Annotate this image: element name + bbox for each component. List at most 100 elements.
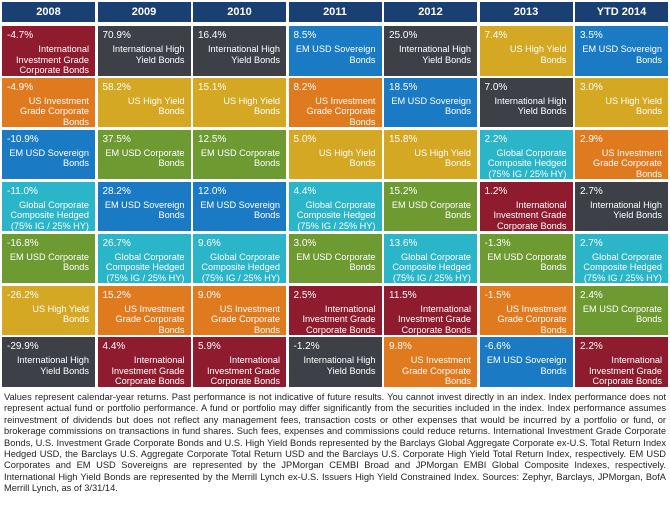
- year-header: 2013: [479, 2, 573, 22]
- year-header: 2008: [2, 2, 95, 22]
- return-cell: -4.9% US Investment Grade Corporate Bonds: [2, 77, 95, 128]
- asset-class-label: US Investment Grade Corporate Bonds: [402, 355, 471, 387]
- return-value: 26.7%: [102, 237, 131, 249]
- return-cell: 4.4% Global Corporate Composite Hedged (7…: [288, 181, 382, 232]
- return-cell: -29.9% International High Yield Bonds: [2, 337, 95, 387]
- return-cell: -6.6% EM USD Sovereign Bonds: [479, 337, 573, 387]
- return-value: -1.2%: [293, 341, 320, 353]
- return-cell: 9.6% Global Corporate Composite Hedged (7…: [193, 233, 286, 284]
- return-value: 16.4%: [198, 30, 227, 41]
- asset-class-label: EM USD Corporate Bonds: [487, 251, 567, 273]
- asset-class-label: US Investment Grade Corporate Bonds: [306, 95, 376, 127]
- return-value: 28.2%: [102, 185, 131, 197]
- return-value: 70.9%: [102, 30, 131, 41]
- return-cell: 2.7% International High Yield Bonds: [575, 181, 668, 232]
- asset-class-label: International High Yield Bonds: [494, 95, 567, 117]
- return-value: 3.5%: [580, 30, 603, 41]
- return-value: -4.9%: [7, 81, 34, 93]
- asset-class-label: International Investment Grade Corporate…: [302, 303, 376, 335]
- return-cell: 70.9% International High Yield Bonds: [97, 26, 191, 76]
- asset-class-label: US Investment Grade Corporate Bonds: [211, 303, 280, 335]
- asset-class-label: EM USD Corporate Bonds: [296, 251, 376, 273]
- return-value: 5.9%: [198, 341, 221, 353]
- asset-class-label: US Investment Grade Corporate Bonds: [593, 147, 662, 179]
- return-value: 2.4%: [580, 289, 603, 301]
- asset-class-label: Global Corporate Composite Hedged (75% I…: [105, 251, 185, 283]
- return-cell: 15.2% US Investment Grade Corporate Bonds: [97, 285, 191, 335]
- return-cell: 12.0% EM USD Sovereign Bonds: [193, 181, 286, 232]
- return-value: 8.5%: [293, 30, 317, 41]
- return-cell: 2.9% US Investment Grade Corporate Bonds: [575, 129, 668, 180]
- return-cell: 1.2% International Investment Grade Corpo…: [479, 181, 573, 232]
- return-value: 15.2%: [102, 289, 131, 301]
- asset-class-label: Global Corporate Composite Hedged (75% I…: [296, 199, 376, 231]
- return-cell: 13.6% Global Corporate Composite Hedged (…: [384, 233, 477, 284]
- return-value: 12.0%: [198, 185, 227, 197]
- return-value: 2.7%: [580, 237, 603, 249]
- return-cell: -16.8% EM USD Corporate Bonds: [2, 233, 95, 284]
- asset-class-label: International High Yield Bonds: [589, 199, 662, 221]
- asset-class-label: International High Yield Bonds: [207, 44, 280, 65]
- asset-class-label: US High Yield Bonds: [509, 44, 567, 65]
- asset-class-label: International Investment Grade Corporate…: [15, 44, 89, 75]
- return-cell: 11.5% International Investment Grade Corp…: [384, 285, 477, 335]
- return-value: 4.4%: [102, 341, 126, 353]
- return-cell: 26.7% Global Corporate Composite Hedged (…: [97, 233, 191, 284]
- return-value: 4.4%: [293, 185, 317, 197]
- asset-class-label: International Investment Grade Corporate…: [397, 303, 471, 335]
- return-value: -10.9%: [7, 133, 39, 145]
- return-value: -4.7%: [7, 30, 34, 41]
- return-value: -1.5%: [484, 289, 511, 301]
- return-cell: 7.4% US High Yield Bonds: [479, 26, 573, 76]
- return-cell: 7.0% International High Yield Bonds: [479, 77, 573, 128]
- asset-class-label: International Investment Grade Corporate…: [588, 355, 662, 387]
- return-cell: 8.5% EM USD Sovereign Bonds: [288, 26, 382, 76]
- asset-class-label: EM USD Sovereign Bonds: [391, 95, 471, 117]
- asset-class-label: EM USD Sovereign Bonds: [486, 355, 567, 376]
- return-cell: -4.7% International Investment Grade Corp…: [2, 26, 95, 76]
- return-value: 3.0%: [580, 81, 603, 93]
- return-cell: 2.7% Global Corporate Composite Hedged (7…: [575, 233, 668, 284]
- return-value: -6.6%: [484, 341, 511, 353]
- return-cell: 28.2% EM USD Sovereign Bonds: [97, 181, 191, 232]
- asset-class-label: International Investment Grade Corporate…: [493, 199, 567, 231]
- asset-class-label: EM USD Corporate Bonds: [9, 251, 89, 273]
- asset-class-label: EM USD Sovereign Bonds: [104, 199, 185, 221]
- return-value: 9.6%: [198, 237, 221, 249]
- asset-class-label: EM USD Corporate Bonds: [105, 147, 185, 169]
- return-cell: 2.2% International Investment Grade Corpo…: [575, 337, 668, 387]
- return-value: 1.2%: [484, 185, 508, 197]
- return-cell: -1.2% International High Yield Bonds: [288, 337, 382, 387]
- return-cell: 9.0% US Investment Grade Corporate Bonds: [193, 285, 286, 335]
- return-cell: 8.2% US Investment Grade Corporate Bonds: [288, 77, 382, 128]
- return-cell: 25.0% International High Yield Bonds: [384, 26, 477, 76]
- return-value: 2.5%: [293, 289, 317, 301]
- asset-class-label: US High Yield Bonds: [318, 147, 376, 169]
- return-cell: 3.0% US High Yield Bonds: [575, 77, 668, 128]
- return-value: 9.0%: [198, 289, 221, 301]
- return-value: 9.8%: [389, 341, 412, 353]
- asset-class-label: International High Yield Bonds: [303, 355, 376, 376]
- return-value: 2.2%: [484, 133, 508, 145]
- return-value: 7.4%: [484, 30, 508, 41]
- return-value: 5.0%: [293, 133, 317, 145]
- return-cell: -26.2% US High Yield Bonds: [2, 285, 95, 335]
- return-cell: 3.0% EM USD Corporate Bonds: [288, 233, 382, 284]
- return-cell: 16.4% International High Yield Bonds: [193, 26, 286, 76]
- return-cell: 2.5% International Investment Grade Corpo…: [288, 285, 382, 335]
- return-value: 2.7%: [580, 185, 603, 197]
- return-value: 15.8%: [389, 133, 418, 145]
- asset-class-label: US Investment Grade Corporate Bonds: [115, 303, 185, 335]
- year-header-row: 2008 2009 2010 2011 2012 2013 YTD 2014: [2, 2, 668, 22]
- asset-class-label: US High Yield Bonds: [605, 95, 662, 117]
- return-cell: 2.2% Global Corporate Composite Hedged (7…: [479, 129, 573, 180]
- return-cell: -1.5% US Investment Grade Corporate Bonds: [479, 285, 573, 335]
- return-cell: 4.4% International Investment Grade Corpo…: [97, 337, 191, 387]
- return-value: 13.6%: [389, 237, 418, 249]
- return-cell: 12.5% EM USD Corporate Bonds: [193, 129, 286, 180]
- asset-class-label: EM USD Corporate Bonds: [582, 303, 662, 325]
- asset-class-label: US High Yield Bonds: [127, 95, 185, 117]
- return-cell: -1.3% EM USD Corporate Bonds: [479, 233, 573, 284]
- return-value: 12.5%: [198, 133, 227, 145]
